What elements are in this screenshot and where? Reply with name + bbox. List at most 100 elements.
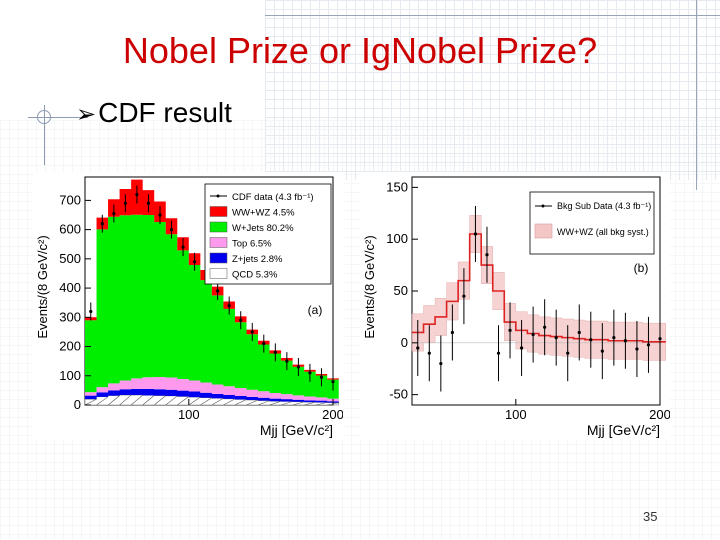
crosshair-vertical (44, 105, 45, 165)
qcd-hatch (188, 396, 201, 406)
legend-label: WW+WZ (all bkg syst.) (557, 227, 649, 237)
qcd-hatch (234, 399, 247, 406)
qcd-hatch (142, 395, 155, 406)
data-point (646, 343, 651, 347)
data-point (635, 347, 639, 351)
data-point (331, 380, 335, 384)
data-point (508, 328, 512, 332)
qcd-hatch (211, 398, 224, 406)
bullet-text: CDF result (98, 97, 232, 128)
y-tick-label: 100 (386, 231, 408, 246)
legend-label: Top 6.5% (232, 239, 272, 250)
slide-title: Nobel Prize or IgNobel Prize? (122, 30, 598, 71)
y-axis-label: Events/(8 GeV/c²) (35, 235, 50, 338)
qcd-hatch (84, 398, 97, 406)
data-point (296, 365, 300, 369)
y-tick-label: 500 (59, 251, 81, 266)
legend-swatch-point (541, 204, 545, 208)
crosshair-circle-icon (37, 110, 51, 124)
x-tick-label: 200 (649, 407, 670, 422)
x-tick-label: 100 (178, 407, 200, 422)
data-point (462, 294, 466, 298)
data-point (181, 245, 185, 249)
data-point (100, 222, 104, 226)
crosshair-horizontal (28, 117, 88, 118)
stack-top (85, 376, 339, 402)
data-point (612, 336, 616, 340)
header-vertical-rule (696, 0, 697, 190)
data-point (485, 253, 489, 257)
qcd-hatch (246, 399, 259, 406)
data-point (543, 325, 547, 329)
y-tick-label: 50 (394, 283, 408, 298)
qcd-hatch (315, 402, 328, 406)
arrow-bullet-icon: ➢ (76, 101, 97, 128)
y-tick-label: 400 (59, 280, 81, 295)
x-axis-label: Mjj [GeV/c²] (587, 422, 660, 438)
legend-swatch (209, 237, 228, 248)
legend-swatch (209, 206, 228, 217)
data-point (273, 350, 277, 354)
data-point (308, 371, 312, 375)
y-tick-label: 0 (74, 397, 81, 412)
stack-wjets (85, 214, 339, 399)
data-point (566, 351, 570, 355)
qcd-hatch (130, 394, 143, 406)
x-axis-label: Mjj [GeV/c²] (260, 422, 333, 438)
panel-label: (b) (634, 261, 649, 275)
stack-zjets (85, 388, 339, 403)
data-point (250, 330, 254, 334)
qcd-hatch (223, 398, 236, 406)
data-point (285, 359, 289, 363)
y-tick-label: 600 (59, 222, 81, 237)
data-point (623, 339, 627, 343)
data-point (589, 338, 593, 342)
data-point (89, 309, 93, 314)
panel-label: (a) (308, 303, 323, 317)
data-point (319, 375, 324, 379)
data-point (531, 332, 535, 337)
legend-label: CDF data (4.3 fb⁻¹) (232, 192, 314, 203)
data-point (439, 361, 443, 366)
data-point (123, 201, 127, 205)
header-rule (265, 15, 720, 16)
x-tick-label: 200 (322, 407, 343, 422)
data-point (554, 336, 558, 340)
data-point (450, 330, 454, 335)
qcd-hatch (257, 400, 270, 406)
data-point (216, 289, 220, 293)
legend-label: W+Jets 80.2% (232, 223, 294, 234)
chart-b-svg: -50 0 50 100 150 100 200 Events/(8 GeV/c²) Mjj [… (362, 176, 671, 438)
qcd-hatch (269, 400, 282, 406)
legend-swatch-point (216, 194, 220, 198)
y-axis-label: Events/(8 GeV/c²) (362, 235, 377, 338)
qcd-hatch (292, 401, 305, 406)
header-grid-decoration (265, 0, 720, 180)
legend-swatch (534, 223, 553, 239)
qcd-hatch (281, 401, 293, 406)
qcd-hatch (119, 394, 132, 406)
legend-box (204, 183, 332, 285)
data-point (158, 213, 162, 217)
data-point (192, 260, 197, 264)
legend-label: WW+WZ 4.5% (232, 208, 295, 219)
data-point (600, 349, 604, 353)
y-tick-label: 300 (59, 309, 81, 324)
y-tick-label: 200 (59, 339, 81, 354)
data-point (262, 342, 266, 346)
qcd-hatch (304, 401, 316, 406)
bullet-item: ➢CDF result (76, 97, 232, 129)
data-point (169, 228, 174, 232)
y-tick-label: 700 (59, 192, 81, 207)
legend-label: QCD 5.3% (232, 270, 278, 281)
legend-swatch (209, 252, 228, 264)
data-point (577, 330, 581, 335)
qcd-hatch (107, 395, 120, 406)
data-point (658, 337, 662, 341)
chart-a-svg: 0 100 200 300 400 500 600 700 100 200 Events/(8 Ge… (35, 176, 344, 438)
data-point (227, 304, 231, 308)
y-tick-label: 150 (386, 179, 408, 194)
y-tick-label: 100 (59, 368, 81, 383)
data-point (496, 351, 501, 355)
data-point (416, 346, 420, 350)
